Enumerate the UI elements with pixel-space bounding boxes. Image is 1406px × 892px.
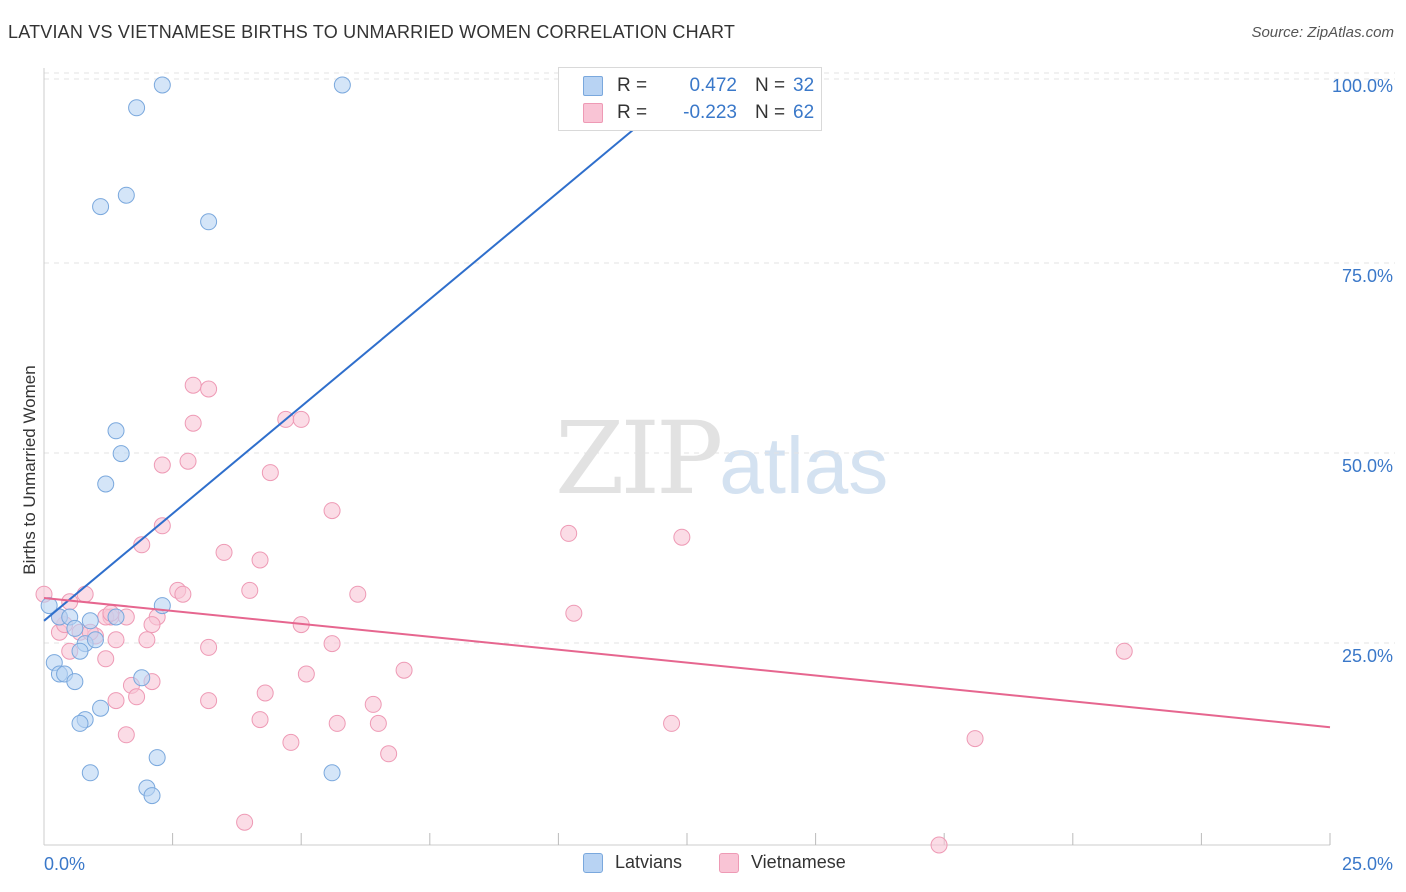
legend-row-latvians: R = 0.472 N = 32 xyxy=(583,73,814,99)
chart-title: LATVIAN VS VIETNAMESE BIRTHS TO UNMARRIE… xyxy=(8,22,736,42)
vietnamese-point xyxy=(261,464,279,482)
legend-row-vietnamese: R = -0.223 N = 62 xyxy=(583,100,814,126)
vietnamese-point xyxy=(251,551,269,569)
vietnamese-point xyxy=(184,376,202,394)
vietnamese-point xyxy=(663,714,681,732)
stats-legend: R = 0.472 N = 32 R = -0.223 N = 62 xyxy=(558,67,822,131)
vietnamese-point xyxy=(930,836,948,854)
vietnamese-point xyxy=(76,585,94,603)
latvians-point xyxy=(153,76,171,94)
latvians-point xyxy=(71,642,89,660)
vietnamese-point xyxy=(349,585,367,603)
vietnamese-point xyxy=(107,692,125,710)
watermark-zip: ZIP xyxy=(555,400,723,517)
vietnamese-point xyxy=(200,380,218,398)
x-tick-label: 0.0% xyxy=(44,854,85,874)
latvians-point xyxy=(107,422,125,440)
latvians-r-label: R = xyxy=(617,75,648,96)
latvians-point xyxy=(92,198,110,216)
latvians-point xyxy=(71,714,89,732)
latvians-point xyxy=(323,764,341,782)
latvians-point xyxy=(86,631,104,649)
latvians-point xyxy=(143,787,161,805)
series-legend: Latvians Vietnamese xyxy=(0,852,1406,876)
x-tick-label: 25.0% xyxy=(1342,854,1393,874)
watermark: ZIPatlas xyxy=(555,400,888,517)
latvians-point xyxy=(200,213,218,231)
vietnamese-swatch xyxy=(583,103,603,123)
latvians-point xyxy=(133,669,151,687)
vietnamese-point xyxy=(128,688,146,706)
vietnamese-point xyxy=(395,661,413,679)
latvians-point xyxy=(148,749,166,767)
vietnamese-point xyxy=(215,543,233,561)
latvians-legend-label: Latvians xyxy=(615,852,683,872)
vietnamese-point xyxy=(292,410,310,428)
vietnamese-point xyxy=(107,631,125,649)
vietnamese-trend-line xyxy=(43,597,1331,729)
y-axis-label: Births to Unmarried Women xyxy=(20,365,39,575)
latvians-trend-line xyxy=(43,84,688,622)
vietnamese-point xyxy=(153,517,171,535)
vietnamese-point xyxy=(174,585,192,603)
vietnamese-r-value: -0.223 xyxy=(683,102,737,123)
vietnamese-point xyxy=(153,456,171,474)
vietnamese-legend-label: Vietnamese xyxy=(751,852,846,872)
latvians-point xyxy=(81,764,99,782)
latvians-swatch xyxy=(583,76,603,96)
vietnamese-point xyxy=(380,745,398,763)
latvians-point xyxy=(112,445,130,463)
latvians-legend-swatch xyxy=(583,852,603,873)
vietnamese-point xyxy=(138,631,156,649)
vietnamese-point xyxy=(673,528,691,546)
vietnamese-legend-swatch xyxy=(719,852,739,873)
latvians-n-value: 32 xyxy=(793,75,815,96)
y-tick-label: 50.0% xyxy=(1342,456,1393,476)
y-tick-label: 75.0% xyxy=(1342,266,1393,286)
latvians-point xyxy=(107,608,125,626)
latvians-point xyxy=(128,99,146,117)
vietnamese-point xyxy=(282,733,300,751)
vietnamese-point xyxy=(256,684,274,702)
latvians-point xyxy=(66,673,84,691)
legend-item-vietnamese: Vietnamese xyxy=(719,852,846,873)
vietnamese-point xyxy=(236,813,254,831)
vietnamese-point xyxy=(323,502,341,520)
y-tick-label: 100.0% xyxy=(1332,76,1393,96)
latvians-n-label: N = xyxy=(755,75,786,96)
latvians-point xyxy=(97,475,115,493)
vietnamese-point xyxy=(200,638,218,656)
latvians-point xyxy=(333,76,351,94)
vietnamese-n-label: N = xyxy=(755,102,786,123)
vietnamese-point xyxy=(143,616,161,634)
latvians-point xyxy=(117,186,135,204)
latvians-r-value: 0.472 xyxy=(689,75,737,96)
vietnamese-point xyxy=(179,452,197,470)
vietnamese-point xyxy=(364,695,382,713)
y-tick-label: 25.0% xyxy=(1342,646,1393,666)
vietnamese-point xyxy=(297,665,315,683)
latvians-point xyxy=(66,619,84,637)
vietnamese-point xyxy=(1115,642,1133,660)
vietnamese-r-label: R = xyxy=(617,102,648,123)
vietnamese-n-value: 62 xyxy=(793,102,815,123)
vietnamese-point xyxy=(251,711,269,729)
source-label: Source: ZipAtlas.com xyxy=(1251,24,1394,41)
vietnamese-point xyxy=(966,730,984,748)
vietnamese-point xyxy=(117,726,135,744)
latvians-point xyxy=(92,699,110,717)
vietnamese-point xyxy=(369,714,387,732)
watermark-atlas: atlas xyxy=(719,421,889,510)
vietnamese-point xyxy=(241,581,259,599)
vietnamese-point xyxy=(200,692,218,710)
vietnamese-point xyxy=(184,414,202,432)
legend-item-latvians: Latvians xyxy=(583,852,682,873)
vietnamese-point xyxy=(323,635,341,653)
vietnamese-point xyxy=(97,650,115,668)
latvians-point xyxy=(81,612,99,630)
vietnamese-point xyxy=(565,604,583,622)
vietnamese-point xyxy=(560,524,578,542)
vietnamese-point xyxy=(328,714,346,732)
